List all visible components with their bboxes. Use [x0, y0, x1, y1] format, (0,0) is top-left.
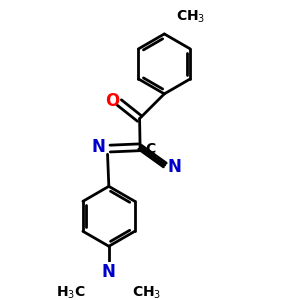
Text: CH$_3$: CH$_3$	[176, 8, 206, 25]
Text: H$_3$C: H$_3$C	[56, 285, 85, 300]
Text: C: C	[146, 142, 156, 156]
Text: O: O	[105, 92, 119, 110]
Text: N: N	[92, 138, 106, 156]
Text: N: N	[102, 263, 116, 281]
Text: CH$_3$: CH$_3$	[132, 285, 162, 300]
Text: N: N	[168, 158, 182, 176]
